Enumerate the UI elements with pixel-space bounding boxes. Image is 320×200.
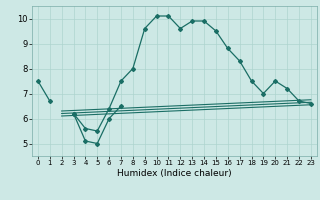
X-axis label: Humidex (Indice chaleur): Humidex (Indice chaleur) (117, 169, 232, 178)
